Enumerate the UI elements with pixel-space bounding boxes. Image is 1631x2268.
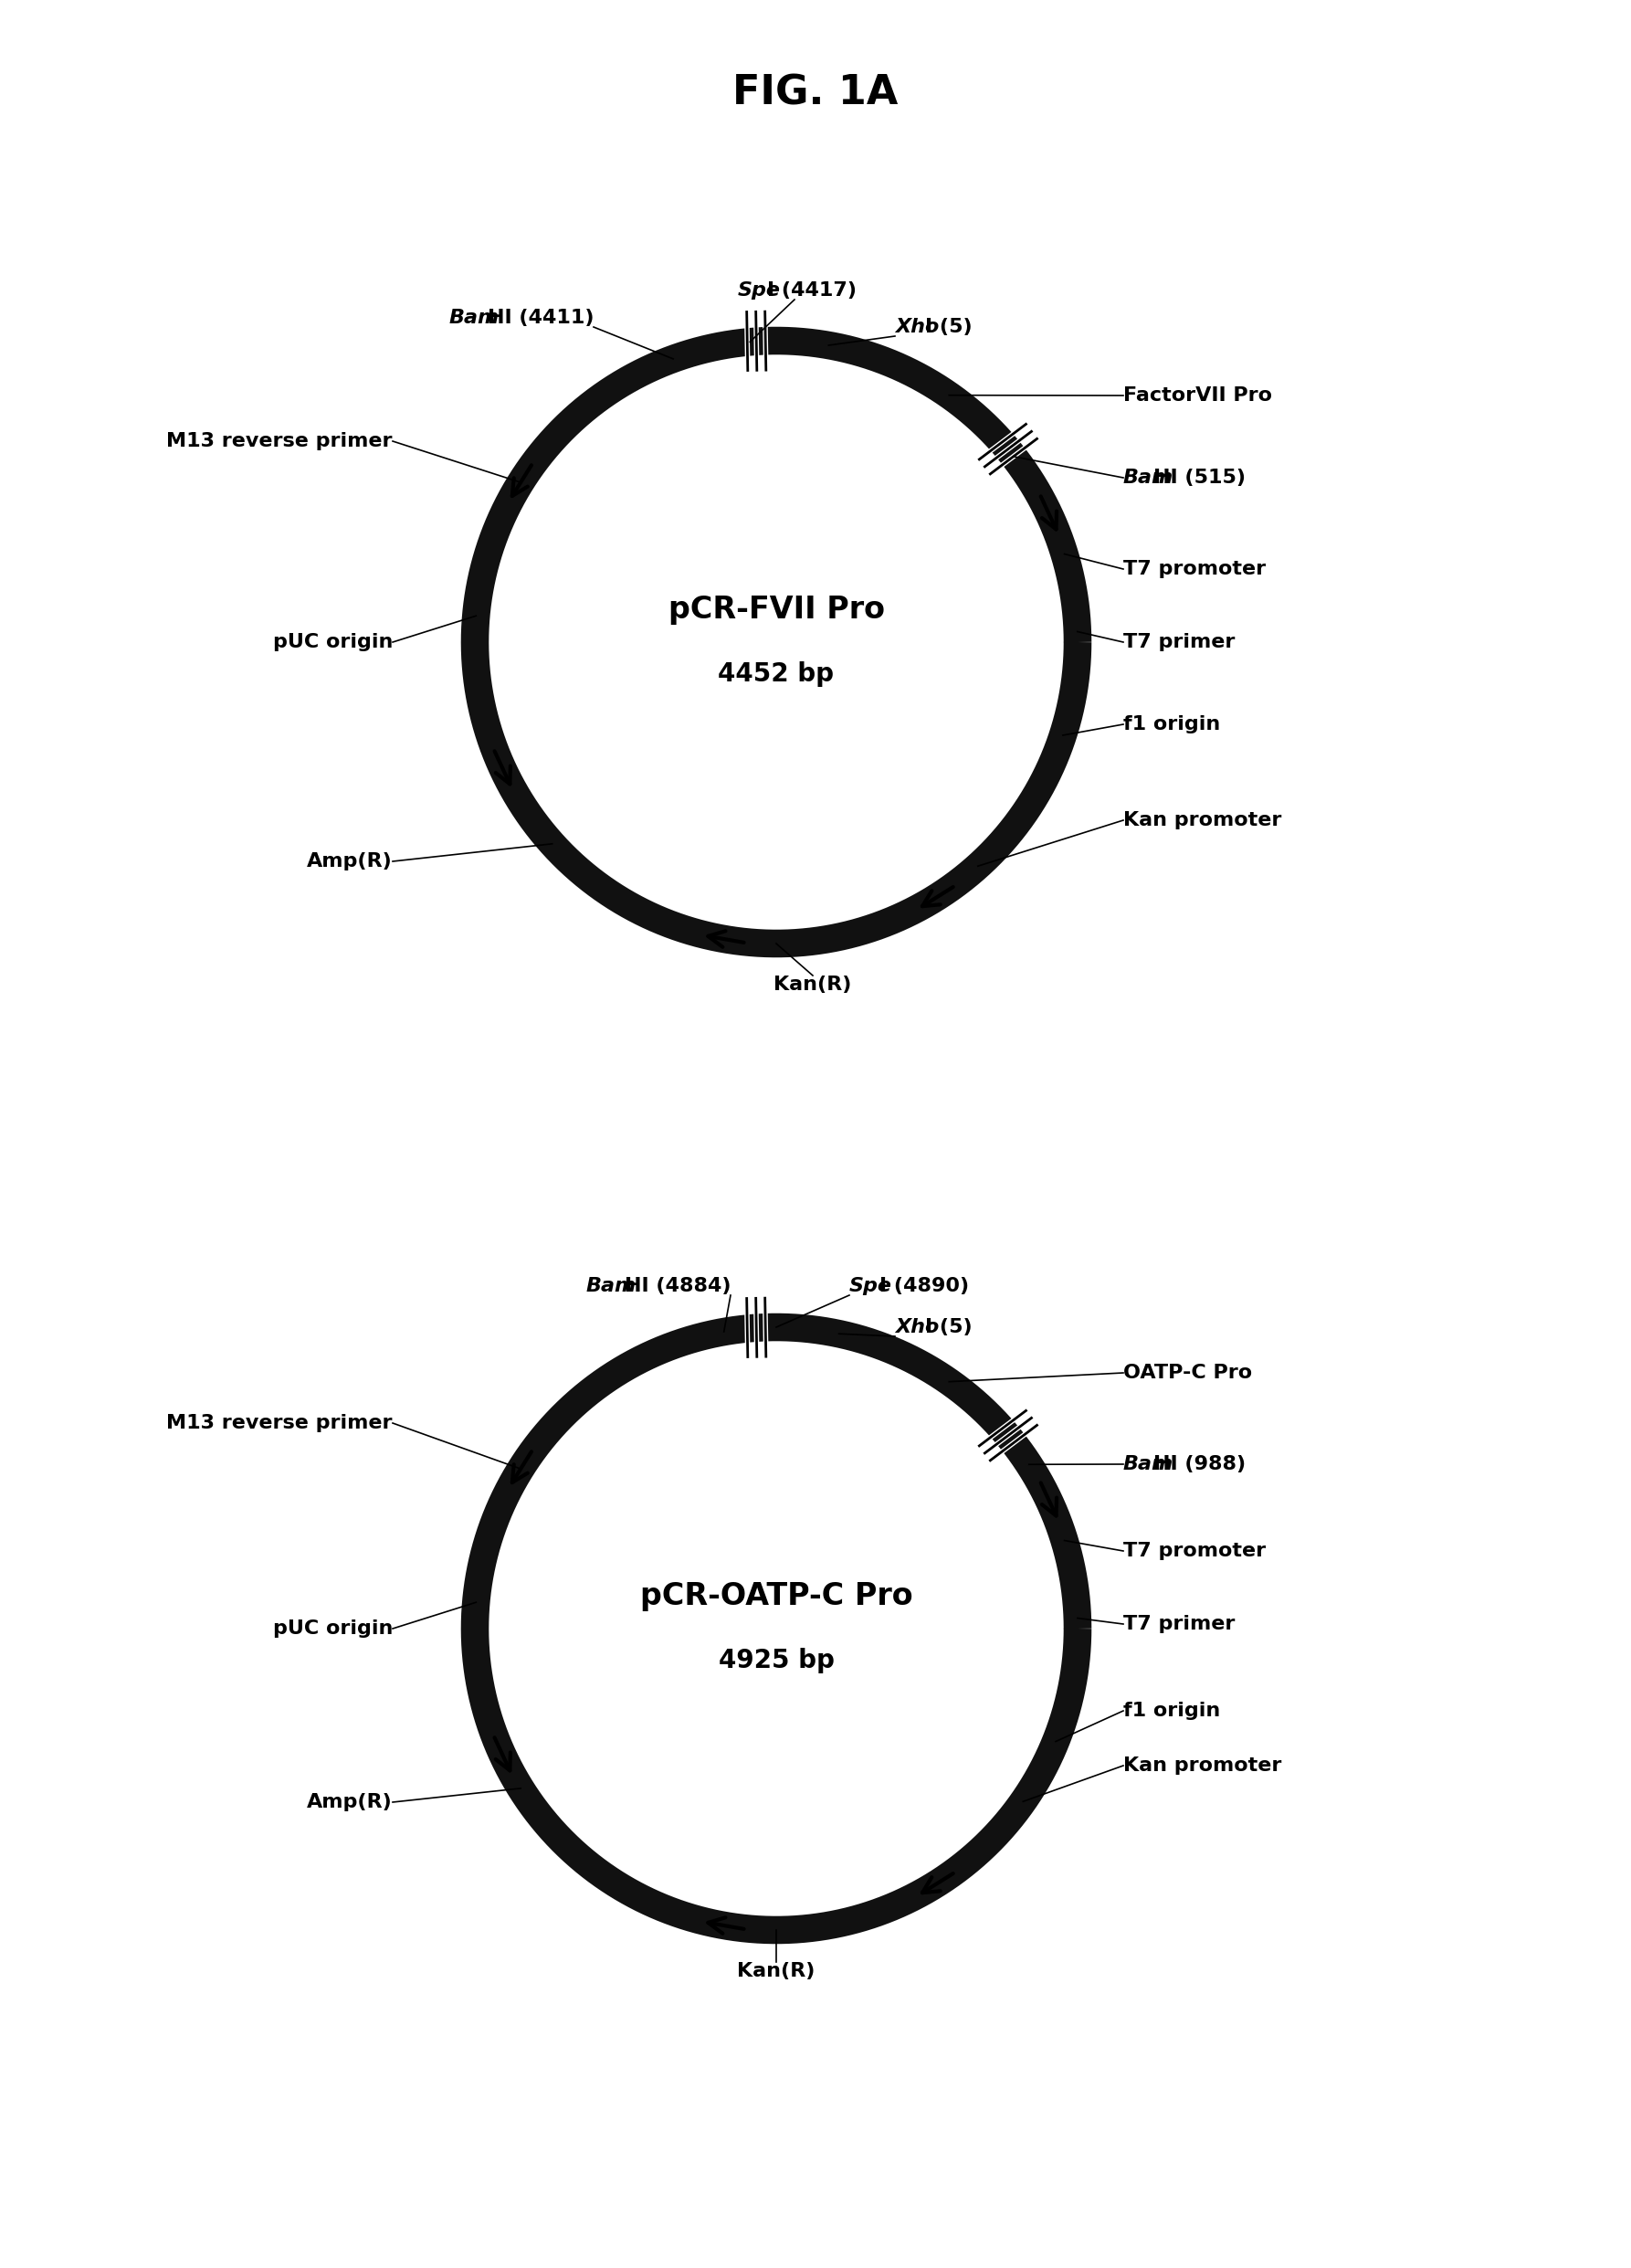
Text: Bam: Bam (1124, 469, 1174, 488)
Text: 4925 bp: 4925 bp (718, 1649, 833, 1674)
Text: I (4417): I (4417) (767, 281, 856, 299)
Text: Amp(R): Amp(R) (307, 1794, 393, 1812)
Text: HI (515): HI (515) (1153, 469, 1246, 488)
Text: T7 primer: T7 primer (1124, 1615, 1235, 1633)
Text: Xho: Xho (895, 1318, 939, 1336)
Text: pUC origin: pUC origin (272, 1619, 393, 1637)
Text: Xho: Xho (895, 318, 939, 336)
Text: pCR-FVII Pro: pCR-FVII Pro (669, 594, 884, 626)
Text: HI (4411): HI (4411) (488, 308, 594, 327)
Text: T7 primer: T7 primer (1124, 633, 1235, 651)
Text: OATP-C Pro: OATP-C Pro (1124, 1363, 1253, 1381)
Text: FIG. 1A: FIG. 1A (732, 73, 899, 113)
Text: Bam: Bam (1124, 1456, 1174, 1474)
Text: HI (988): HI (988) (1153, 1456, 1246, 1474)
Text: FactorVII Pro: FactorVII Pro (1124, 386, 1272, 404)
Text: Kan(R): Kan(R) (737, 1962, 816, 1980)
Text: 4452 bp: 4452 bp (718, 662, 833, 687)
Text: I (5): I (5) (925, 1318, 972, 1336)
Text: Kan promoter: Kan promoter (1124, 812, 1282, 830)
Text: T7 promoter: T7 promoter (1124, 560, 1266, 578)
Text: I (5): I (5) (925, 318, 972, 336)
Text: M13 reverse primer: M13 reverse primer (166, 431, 393, 451)
Text: Amp(R): Amp(R) (307, 853, 393, 871)
Text: T7 promoter: T7 promoter (1124, 1542, 1266, 1560)
Text: f1 origin: f1 origin (1124, 714, 1220, 733)
Text: HI (4884): HI (4884) (625, 1277, 731, 1295)
Text: Bam: Bam (586, 1277, 636, 1295)
Text: f1 origin: f1 origin (1124, 1701, 1220, 1719)
Text: Bam: Bam (449, 308, 499, 327)
Text: I (4890): I (4890) (879, 1277, 969, 1295)
Text: Kan promoter: Kan promoter (1124, 1755, 1282, 1776)
Text: Kan(R): Kan(R) (773, 975, 851, 993)
Text: pCR-OATP-C Pro: pCR-OATP-C Pro (639, 1581, 913, 1613)
Text: Spe: Spe (737, 281, 780, 299)
Text: Spe: Spe (850, 1277, 892, 1295)
Text: pUC origin: pUC origin (272, 633, 393, 651)
Text: M13 reverse primer: M13 reverse primer (166, 1413, 393, 1431)
